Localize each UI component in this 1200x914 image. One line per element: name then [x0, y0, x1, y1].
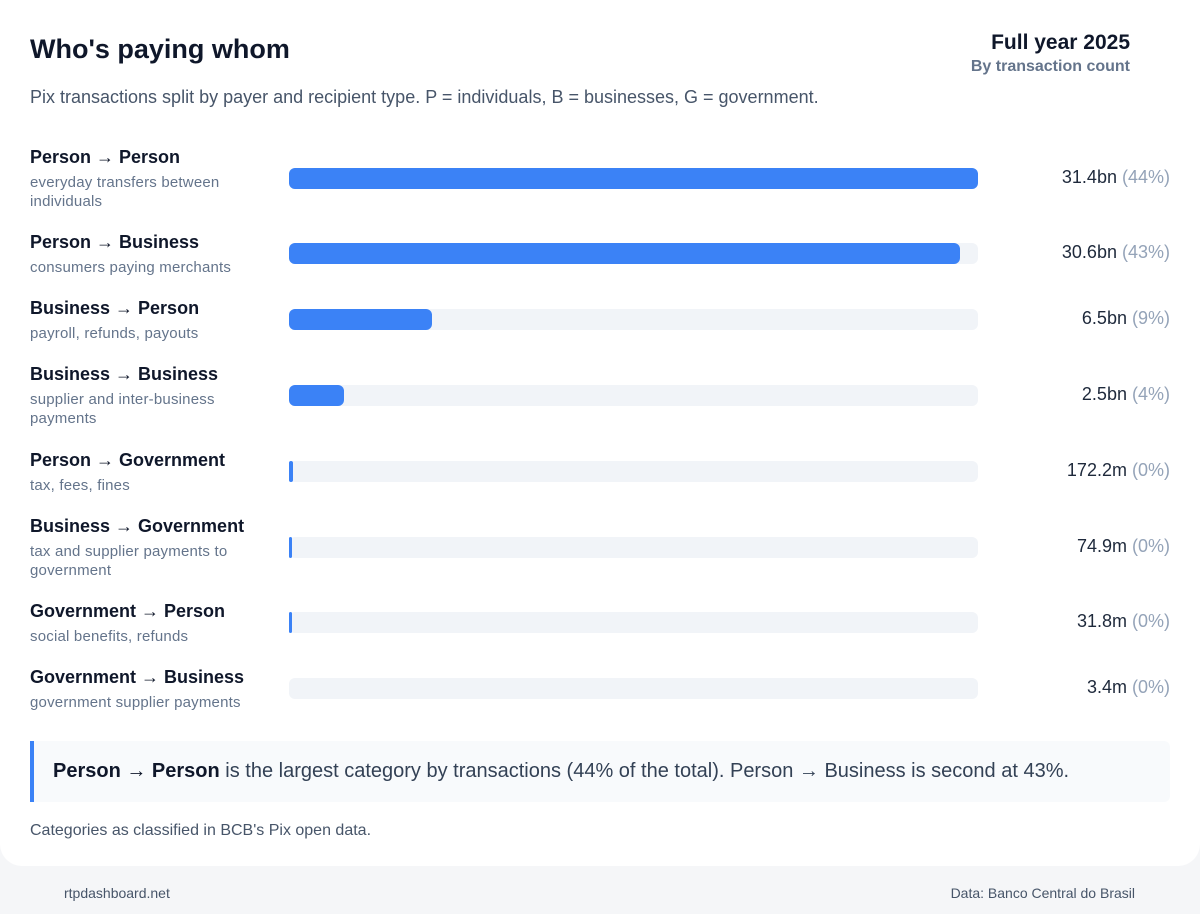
callout-body: is the largest category by transactions …: [219, 760, 1070, 782]
value-percent: (44%): [1121, 167, 1170, 187]
insight-callout: Person → Person is the largest category …: [30, 741, 1170, 802]
callout-text: Person → Person is the largest category …: [53, 760, 1069, 783]
bar: [289, 461, 293, 482]
bar-track: [289, 612, 978, 633]
category-description: social benefits, refunds: [30, 628, 189, 645]
bar-track: [289, 537, 978, 558]
value-percent: (43%): [1121, 242, 1170, 262]
value-label: 3.4m (0%): [970, 677, 1170, 698]
bar: [289, 168, 978, 189]
value-number: 6.5bn: [1081, 308, 1127, 328]
category-label: Business → Business: [30, 364, 219, 384]
category-label: Business → Person: [30, 298, 200, 318]
category-description: payroll, refunds, payouts: [30, 325, 199, 342]
value-label: 2.5bn (4%): [970, 384, 1170, 405]
category-description: tax and supplier payments to government: [30, 543, 228, 579]
value-number: 2.5bn: [1081, 384, 1127, 404]
bar: [289, 309, 432, 330]
value-number: 31.8m: [1076, 611, 1127, 631]
value-percent: (9%): [1131, 308, 1170, 328]
callout-highlight: Person → Person: [53, 760, 220, 782]
category-description: tax, fees, fines: [30, 477, 130, 494]
category-label: Person → Business: [30, 232, 200, 252]
value-label: 31.4bn (44%): [970, 167, 1170, 188]
data-source: Data: Banco Central do Brasil: [950, 885, 1135, 901]
footnote: Categories as classified in BCB's Pix op…: [30, 822, 372, 839]
bar-track: [289, 309, 978, 330]
bar: [289, 385, 344, 406]
value-label: 6.5bn (9%): [970, 308, 1170, 329]
chart-title: Who's paying whom: [30, 34, 290, 64]
bar-track: [289, 385, 978, 406]
value-number: 3.4m: [1086, 677, 1127, 697]
value-percent: (0%): [1131, 460, 1170, 480]
value-percent: (0%): [1131, 536, 1170, 556]
bar-track: [289, 678, 978, 699]
bar-track: [289, 168, 978, 189]
value-label: 31.8m (0%): [970, 611, 1170, 632]
metric-label: By transaction count: [970, 58, 1130, 75]
bar-track: [289, 243, 978, 264]
category-label: Person → Person: [30, 147, 181, 167]
value-number: 30.6bn: [1061, 242, 1117, 262]
period-label: Full year 2025: [991, 31, 1130, 54]
bar: [289, 537, 292, 558]
category-description: everyday transfers between individuals: [30, 174, 220, 210]
category-description: consumers paying merchants: [30, 259, 232, 276]
category-description: supplier and inter-business payments: [30, 391, 215, 427]
site-link[interactable]: rtpdashboard.net: [64, 885, 170, 901]
value-label: 30.6bn (43%): [970, 242, 1170, 263]
category-description: government supplier payments: [30, 694, 241, 711]
chart-card: Who's paying whom Full year 2025 By tran…: [30, 31, 1170, 839]
value-number: 74.9m: [1076, 536, 1127, 556]
value-number: 31.4bn: [1061, 167, 1117, 187]
bar-track: [289, 461, 978, 482]
category-label: Business → Government: [30, 516, 245, 536]
value-label: 74.9m (0%): [970, 536, 1170, 557]
bar: [289, 612, 292, 633]
value-label: 172.2m (0%): [970, 460, 1170, 481]
value-number: 172.2m: [1066, 460, 1127, 480]
value-percent: (0%): [1131, 611, 1170, 631]
bar: [289, 243, 961, 264]
category-label: Person → Government: [30, 450, 226, 470]
chart-subtitle: Pix transactions split by payer and reci…: [30, 87, 819, 107]
value-percent: (0%): [1131, 677, 1170, 697]
category-label: Government → Business: [30, 667, 245, 687]
category-label: Government → Person: [30, 601, 226, 621]
value-percent: (4%): [1131, 384, 1170, 404]
